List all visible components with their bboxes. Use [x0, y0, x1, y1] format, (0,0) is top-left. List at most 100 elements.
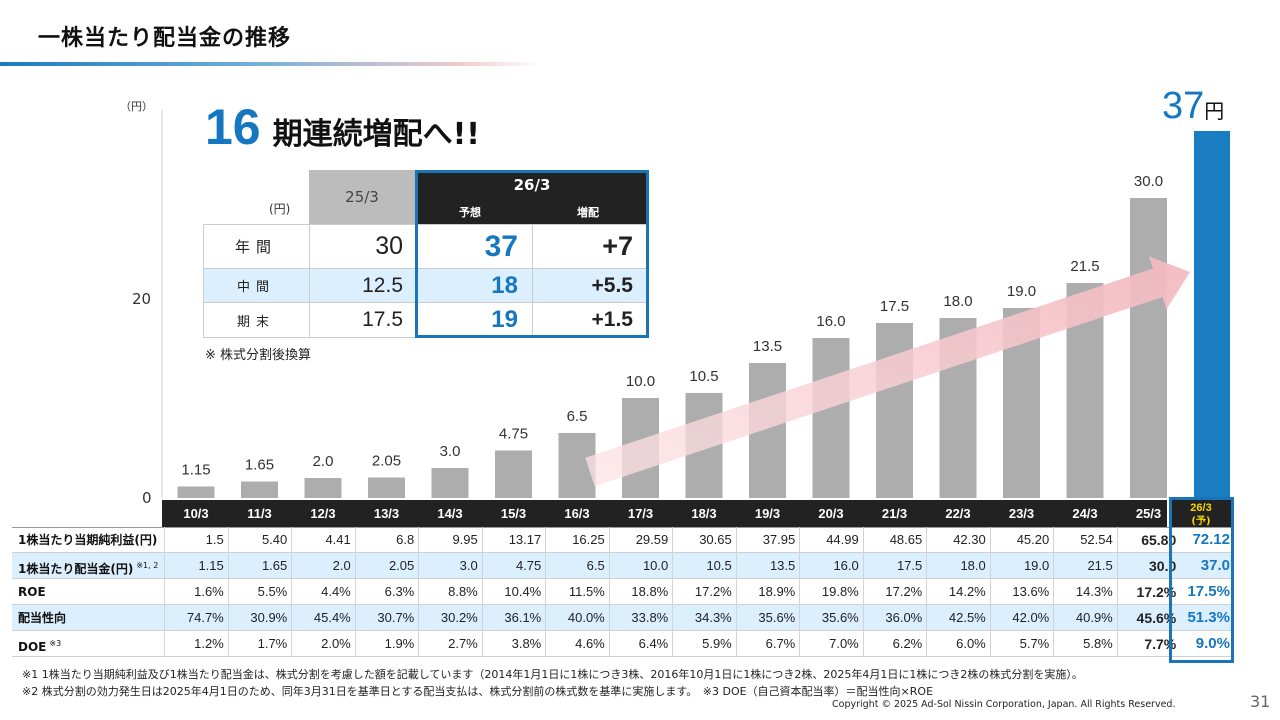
table-cell: 1.9% [354, 631, 419, 657]
table-row-roe: ROE 1.6% 5.5% 4.4% 6.3% 8.8% 10.4% 11.5% 18.8% 1… [12, 579, 1234, 605]
summary-new-header-year: 26/3 [513, 176, 551, 194]
table-cell: 29.59 [608, 527, 673, 553]
summary-forecast-label: 予想 [459, 206, 481, 219]
table-cell: 21.5 [1053, 553, 1117, 579]
summary-forecast-value: 37 [484, 229, 518, 263]
summary-prev-header: 25/3 [309, 170, 415, 224]
summary-row-interim: 中間 12.5 18 +5.5 [203, 268, 649, 302]
category-label: 13/3 [374, 506, 399, 521]
table-row-note: ※1, 2 [136, 561, 159, 570]
bar [177, 486, 215, 498]
table-cell: 14.3% [1053, 579, 1117, 605]
table-cell: 36.0% [862, 605, 927, 631]
y-tick-20: 20 [132, 290, 152, 308]
category-label: 24/3 [1072, 506, 1097, 521]
bar-value-label: 2.0 [313, 453, 334, 470]
table-row-label: DOE ※3 [18, 639, 62, 654]
category-label: 23/3 [1009, 506, 1034, 521]
table-cell: 30.7% [354, 605, 419, 631]
table-cell: 2.05 [354, 553, 419, 579]
table-cell: 10.0 [608, 553, 673, 579]
summary-row-label: 期末 [236, 314, 275, 330]
table-row-eps: 1株当たり当期純利益(円) 1.5 5.40 4.41 6.8 9.95 13.17 16.… [12, 527, 1234, 553]
table-cell: 45.6% [1116, 605, 1181, 631]
table-cell: 52.54 [1053, 527, 1117, 553]
category-axis-band-forecast [1169, 500, 1234, 527]
bar-value-label: 1.15 [181, 462, 210, 479]
table-cell: 37.95 [735, 527, 800, 553]
table-cell: 3.0 [418, 553, 482, 579]
table-cell: 17.5% [1169, 579, 1234, 605]
table-cell: 37.0 [1169, 553, 1234, 579]
bar-value-label: 21.5 [1070, 258, 1099, 275]
table-cell: 44.99 [799, 527, 863, 553]
bar-value-label: 30.0 [1134, 173, 1163, 190]
table-cell: 40.0% [545, 605, 609, 631]
table-row-label: 1株当たり配当金(円) ※1, 2 [18, 561, 159, 576]
table-cell: 65.80 [1116, 527, 1181, 553]
summary-left-border [203, 224, 204, 338]
table-cell: 19.0 [989, 553, 1054, 579]
table-cell: 7.0% [799, 631, 863, 657]
table-row-label: 配当性向 [18, 611, 67, 625]
table-cell: 6.3% [354, 579, 419, 605]
page-title: 一株当たり配当金の推移 [38, 26, 292, 51]
bar-value-label: 17.5 [880, 298, 909, 315]
table-cell: 10.5 [672, 553, 736, 579]
table-cell: 42.0% [989, 605, 1054, 631]
bar-value-label: 18.0 [943, 293, 972, 310]
table-cell: 42.5% [926, 605, 990, 631]
table-cell: 4.4% [291, 579, 355, 605]
y-tick-0: 0 [142, 489, 152, 507]
category-sublabel-forecast: (予) [1191, 515, 1210, 527]
headline: 16 期連続増配へ!! [205, 98, 480, 156]
table-cell: 35.6% [735, 605, 800, 631]
table-cell: 4.75 [481, 553, 546, 579]
summary-prev-value: 12.5 [362, 273, 403, 297]
summary-row-annual: 年間 30 37 +7 [203, 224, 649, 268]
table-cell: 6.7% [735, 631, 800, 657]
category-label: 14/3 [437, 506, 462, 521]
summary-row-label: 中間 [236, 280, 275, 295]
summary-increase-value: +7 [602, 231, 633, 261]
table-cell: 5.40 [227, 527, 292, 553]
table-row-label: 1株当たり当期純利益(円) [18, 533, 158, 547]
bar-value-label: 3.0 [440, 443, 461, 460]
table-cell: 10.4% [481, 579, 546, 605]
page-number: 31 [1250, 692, 1271, 711]
bar-value-label: 6.5 [567, 408, 588, 425]
growth-trend-arrow [585, 256, 1190, 487]
footnote-1: ※1 1株当たり当期純利益及び1株当たり配当金は、株式分割を考慮した額を記載して… [22, 668, 1083, 681]
table-cell: 45.20 [989, 527, 1054, 553]
copyright: Copyright © 2025 Ad-Sol Nissin Corporati… [832, 699, 1176, 710]
category-label: 12/3 [310, 506, 335, 521]
table-cell: 1.2% [164, 631, 228, 657]
bar-value-label: 2.05 [372, 453, 401, 470]
table-cell: 18.8% [608, 579, 673, 605]
category-label: 22/3 [945, 506, 970, 521]
table-cell: 5.8% [1053, 631, 1117, 657]
table-cell: 2.7% [418, 631, 482, 657]
bar-value-label: 10.5 [689, 368, 718, 385]
table-cell: 1.65 [227, 553, 292, 579]
bar-value-label: 4.75 [499, 426, 528, 443]
bar [876, 323, 913, 498]
forecast-callout-unit: 円 [1204, 99, 1225, 123]
table-cell: 7.7% [1116, 631, 1181, 657]
table-cell: 35.6% [799, 605, 863, 631]
forecast-callout-value: 37 [1162, 85, 1205, 127]
table-cell: 11.5% [545, 579, 609, 605]
table-top-border [12, 527, 1234, 528]
table-cell: 6.2% [862, 631, 927, 657]
table-cell: 17.2% [1116, 579, 1181, 605]
table-cell: 17.5 [862, 553, 927, 579]
summary-increase-value: +1.5 [591, 308, 633, 331]
table-cell: 2.0 [291, 553, 355, 579]
bar-value-label: 19.0 [1007, 283, 1036, 300]
y-axis-unit: （円） [120, 100, 153, 113]
table-cell: 16.25 [545, 527, 609, 553]
category-label: 17/3 [628, 506, 653, 521]
category-label: 19/3 [755, 506, 780, 521]
category-label: 18/3 [691, 506, 716, 521]
